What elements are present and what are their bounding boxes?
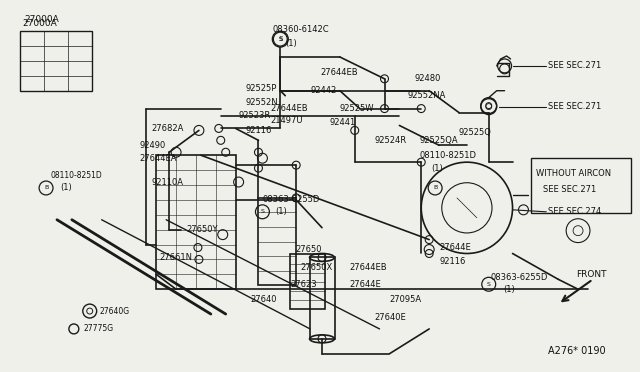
Text: 27640: 27640 [250,295,277,304]
Text: 27650X: 27650X [300,263,332,272]
Text: S: S [487,282,491,287]
Text: 27650: 27650 [295,245,322,254]
Text: 27644E: 27644E [439,243,471,252]
Text: 92525W: 92525W [340,104,374,113]
Text: 92524R: 92524R [374,136,406,145]
Text: 92525Q: 92525Q [459,128,492,137]
Text: (1): (1) [285,39,297,48]
Text: (1): (1) [504,285,515,294]
Text: SEE SEC.271: SEE SEC.271 [543,186,596,195]
Bar [156,155,236,289]
Text: 27000A: 27000A [22,19,57,28]
Text: 27623: 27623 [290,280,317,289]
Text: 27644EB: 27644EB [350,263,387,272]
Text: 08360-6142C: 08360-6142C [273,25,329,34]
Text: S: S [278,36,282,42]
Text: B: B [44,186,48,190]
Text: S: S [278,36,282,42]
Text: 92116: 92116 [246,126,272,135]
Text: A276* 0190: A276* 0190 [548,346,606,356]
Text: 92116: 92116 [439,257,465,266]
Text: 27640E: 27640E [374,312,406,321]
Text: 08110-8251D: 08110-8251D [50,171,102,180]
Text: B: B [433,186,437,190]
Text: (1): (1) [275,207,287,216]
Bar [310,257,335,339]
Text: WITHOUT AIRCON: WITHOUT AIRCON [536,169,611,177]
Text: (1): (1) [60,183,72,192]
Text: 27661N: 27661N [159,253,192,262]
Text: 27640G: 27640G [100,307,130,315]
Text: SEE SEC.271: SEE SEC.271 [548,61,602,70]
Bar [290,254,325,309]
Bar [20,31,92,91]
Text: 27682A: 27682A [151,124,184,133]
Text: 92525QA: 92525QA [419,136,458,145]
Text: S: S [260,209,264,214]
Text: 27095A: 27095A [390,295,422,304]
Text: 92442: 92442 [310,86,337,95]
Text: 27644EB: 27644EB [320,68,358,77]
Text: FRONT: FRONT [576,270,607,279]
Text: 27650Y: 27650Y [186,225,218,234]
Text: 08363-6255D: 08363-6255D [262,195,320,204]
Bar [259,198,296,285]
Text: 27000A: 27000A [24,15,59,24]
Text: SEE SEC.271: SEE SEC.271 [548,102,602,111]
Text: 27644E: 27644E [350,280,381,289]
Text: 92480: 92480 [414,74,441,83]
Text: 92490: 92490 [140,141,166,150]
Text: 08110-8251D: 08110-8251D [419,151,476,160]
Text: 92552N: 92552N [246,98,278,107]
Text: 27775G: 27775G [84,324,114,333]
Text: 27644EB: 27644EB [270,104,308,113]
Text: 08363-6255D: 08363-6255D [491,273,548,282]
Text: 21497U: 21497U [270,116,303,125]
Text: (1): (1) [431,164,443,173]
Text: 92441: 92441 [330,118,356,127]
Text: 92552NA: 92552NA [407,91,445,100]
Text: SEE SEC.274: SEE SEC.274 [548,207,602,216]
Bar [531,158,630,213]
Text: 92523R: 92523R [239,111,271,120]
Text: 27644EA: 27644EA [140,154,177,163]
Text: 92110A: 92110A [151,177,183,186]
Text: 92525P: 92525P [246,84,277,93]
